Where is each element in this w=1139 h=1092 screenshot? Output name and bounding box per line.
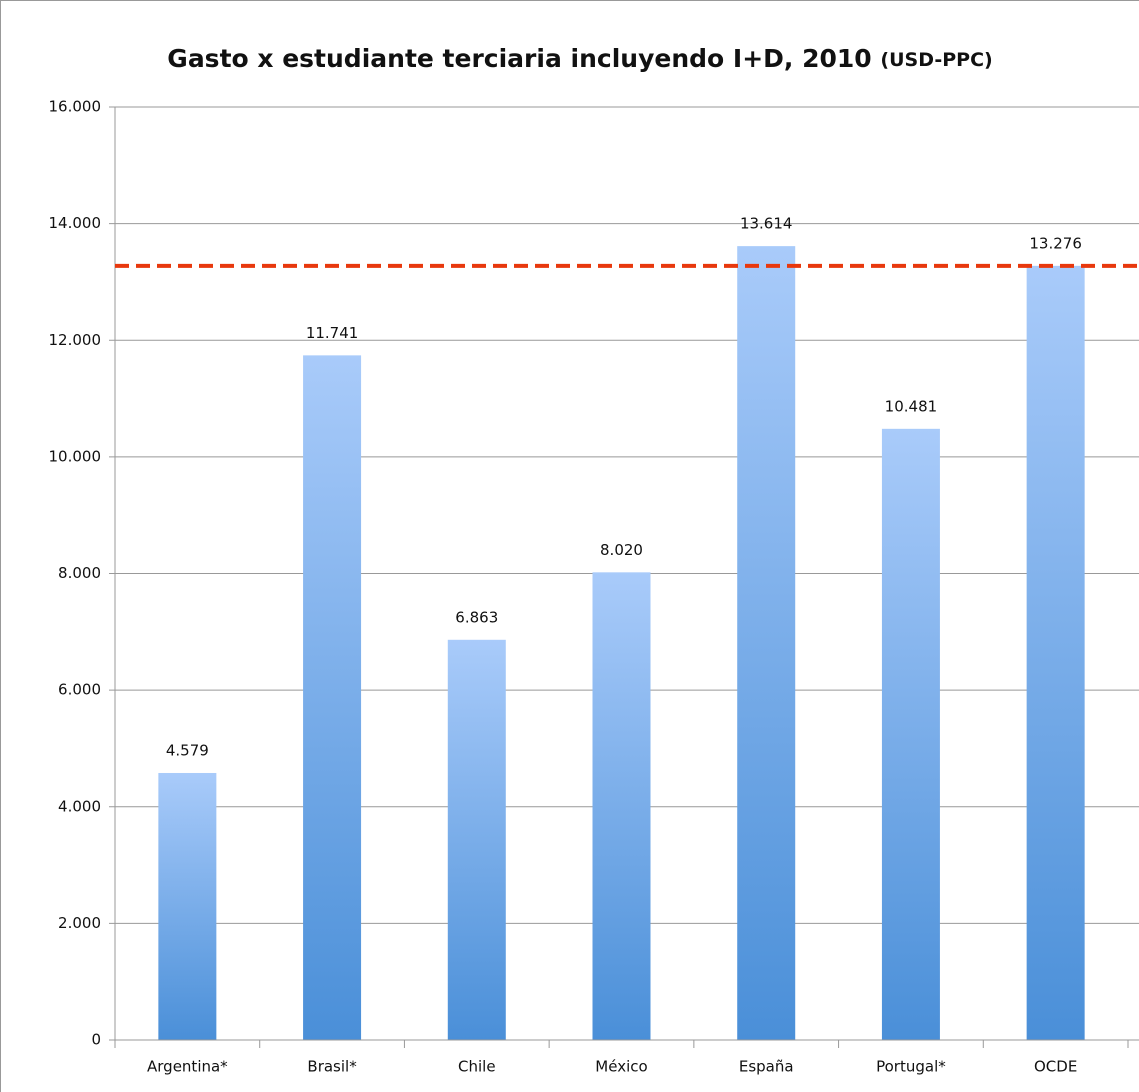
y-tick-label: 4.000 [58,797,101,815]
data-label: 13.276 [1029,234,1082,252]
y-tick-label: 10.000 [49,447,102,465]
data-label: 8.020 [600,541,643,559]
x-tick-label: Chile [458,1058,496,1076]
data-label: 13.614 [740,215,793,233]
title-unit: (USD-PPC) [880,49,992,71]
x-tick-label: España [739,1058,794,1076]
x-tick-label: Brasil* [307,1058,357,1076]
x-tick-label: OCDE [1034,1058,1077,1076]
bar [303,355,362,1041]
y-tick-label: 16.000 [49,98,102,116]
y-tick-label: 8.000 [58,564,101,582]
chart-title: Gasto x estudiante terciaria incluyendo … [167,44,992,73]
data-label: 10.481 [885,397,938,415]
x-tick-label: Portugal* [876,1058,946,1076]
data-label: 4.579 [166,741,209,759]
bar [881,428,940,1041]
y-tick-label: 2.000 [58,914,101,932]
y-tick-label: 14.000 [49,214,102,232]
bar [158,772,217,1040]
x-tick-label: Argentina* [147,1058,228,1076]
bar [1026,265,1085,1040]
data-label: 6.863 [455,608,498,626]
title-main: Gasto x estudiante terciaria incluyendo … [167,44,871,73]
y-tick-label: 0 [91,1031,101,1049]
bar [447,639,506,1040]
x-tick-label: México [595,1058,647,1076]
y-tick-label: 12.000 [49,331,102,349]
y-tick-label: 6.000 [58,681,101,699]
data-label: 11.741 [306,324,359,342]
bar [592,572,651,1040]
bar [737,246,796,1041]
